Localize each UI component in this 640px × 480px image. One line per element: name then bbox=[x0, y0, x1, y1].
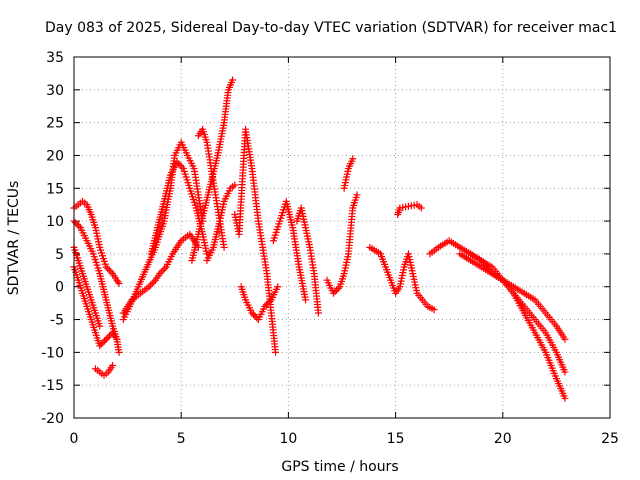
data-point bbox=[262, 301, 270, 309]
data-point bbox=[175, 160, 183, 168]
data-point bbox=[104, 334, 112, 342]
data-points bbox=[70, 76, 569, 402]
x-tick-label: 15 bbox=[387, 431, 405, 447]
data-point bbox=[148, 279, 156, 287]
y-axis-label: SDTVAR / TECUs bbox=[6, 181, 22, 296]
tick-layer: -20 -15 -10 -5 0 5 10 15 20 25 30 35 0 5 10 15 20 25 bbox=[41, 50, 619, 447]
data-point bbox=[264, 299, 272, 307]
y-tick-label: 5 bbox=[55, 247, 64, 263]
data-point bbox=[333, 286, 341, 294]
data-point bbox=[104, 265, 112, 273]
data-point bbox=[266, 297, 274, 305]
data-point bbox=[102, 335, 110, 343]
data-point bbox=[105, 266, 113, 274]
x-tick-label: 5 bbox=[177, 431, 186, 447]
data-point bbox=[353, 191, 361, 199]
y-tick-label: 10 bbox=[46, 214, 64, 230]
data-point bbox=[114, 278, 122, 286]
y-tick-label: -10 bbox=[41, 345, 64, 361]
data-point bbox=[115, 348, 123, 356]
data-point bbox=[145, 283, 153, 291]
y-tick-label: -5 bbox=[50, 313, 64, 329]
data-point bbox=[73, 220, 81, 228]
data-point bbox=[334, 284, 342, 292]
data-point bbox=[430, 306, 438, 314]
data-point bbox=[96, 322, 104, 330]
y-tick-label: 30 bbox=[46, 83, 64, 99]
y-tick-label: 0 bbox=[55, 280, 64, 296]
x-tick-label: 10 bbox=[279, 431, 297, 447]
data-point bbox=[115, 279, 123, 287]
data-point bbox=[229, 76, 237, 84]
data-point bbox=[107, 268, 115, 276]
data-point bbox=[109, 361, 117, 369]
data-point bbox=[261, 302, 269, 310]
chart-title: Day 083 of 2025, Sidereal Day-to-day VTE… bbox=[45, 20, 617, 36]
x-tick-label: 20 bbox=[494, 431, 512, 447]
data-point bbox=[150, 278, 158, 286]
data-point bbox=[75, 222, 83, 230]
data-point bbox=[178, 163, 186, 171]
data-point bbox=[231, 181, 239, 189]
data-point bbox=[561, 394, 569, 402]
data-point bbox=[561, 368, 569, 376]
data-point bbox=[102, 263, 110, 271]
data-point bbox=[250, 311, 258, 319]
data-point bbox=[314, 309, 322, 317]
x-axis-label: GPS time / hours bbox=[281, 459, 398, 475]
x-tick-label: 25 bbox=[601, 431, 619, 447]
data-point bbox=[72, 219, 80, 227]
data-point bbox=[99, 339, 107, 347]
y-tick-label: 35 bbox=[46, 50, 64, 66]
x-tick-label: 0 bbox=[70, 431, 79, 447]
data-point bbox=[97, 340, 105, 348]
data-point bbox=[349, 155, 357, 163]
data-point bbox=[147, 281, 155, 289]
data-point bbox=[157, 268, 165, 276]
data-point bbox=[101, 337, 109, 345]
data-point bbox=[561, 335, 569, 343]
data-point bbox=[96, 342, 104, 350]
data-point bbox=[417, 204, 425, 212]
data-point bbox=[113, 335, 121, 343]
data-point bbox=[272, 348, 280, 356]
data-point bbox=[161, 265, 169, 273]
data-point bbox=[173, 158, 181, 166]
data-point bbox=[274, 283, 282, 291]
y-tick-label: 25 bbox=[46, 116, 64, 132]
data-point bbox=[220, 243, 228, 251]
data-point bbox=[329, 289, 337, 297]
data-point bbox=[302, 296, 310, 304]
y-tick-label: -15 bbox=[41, 378, 64, 394]
data-point bbox=[248, 309, 256, 317]
y-tick-label: -20 bbox=[41, 411, 64, 427]
data-point bbox=[156, 270, 164, 278]
plot-frame bbox=[73, 56, 611, 419]
y-tick-label: 15 bbox=[46, 181, 64, 197]
y-tick-label: 20 bbox=[46, 148, 64, 164]
data-point bbox=[331, 288, 339, 296]
data-point bbox=[159, 266, 167, 274]
data-point bbox=[251, 312, 259, 320]
data-point bbox=[176, 161, 184, 169]
data-point bbox=[105, 332, 113, 340]
